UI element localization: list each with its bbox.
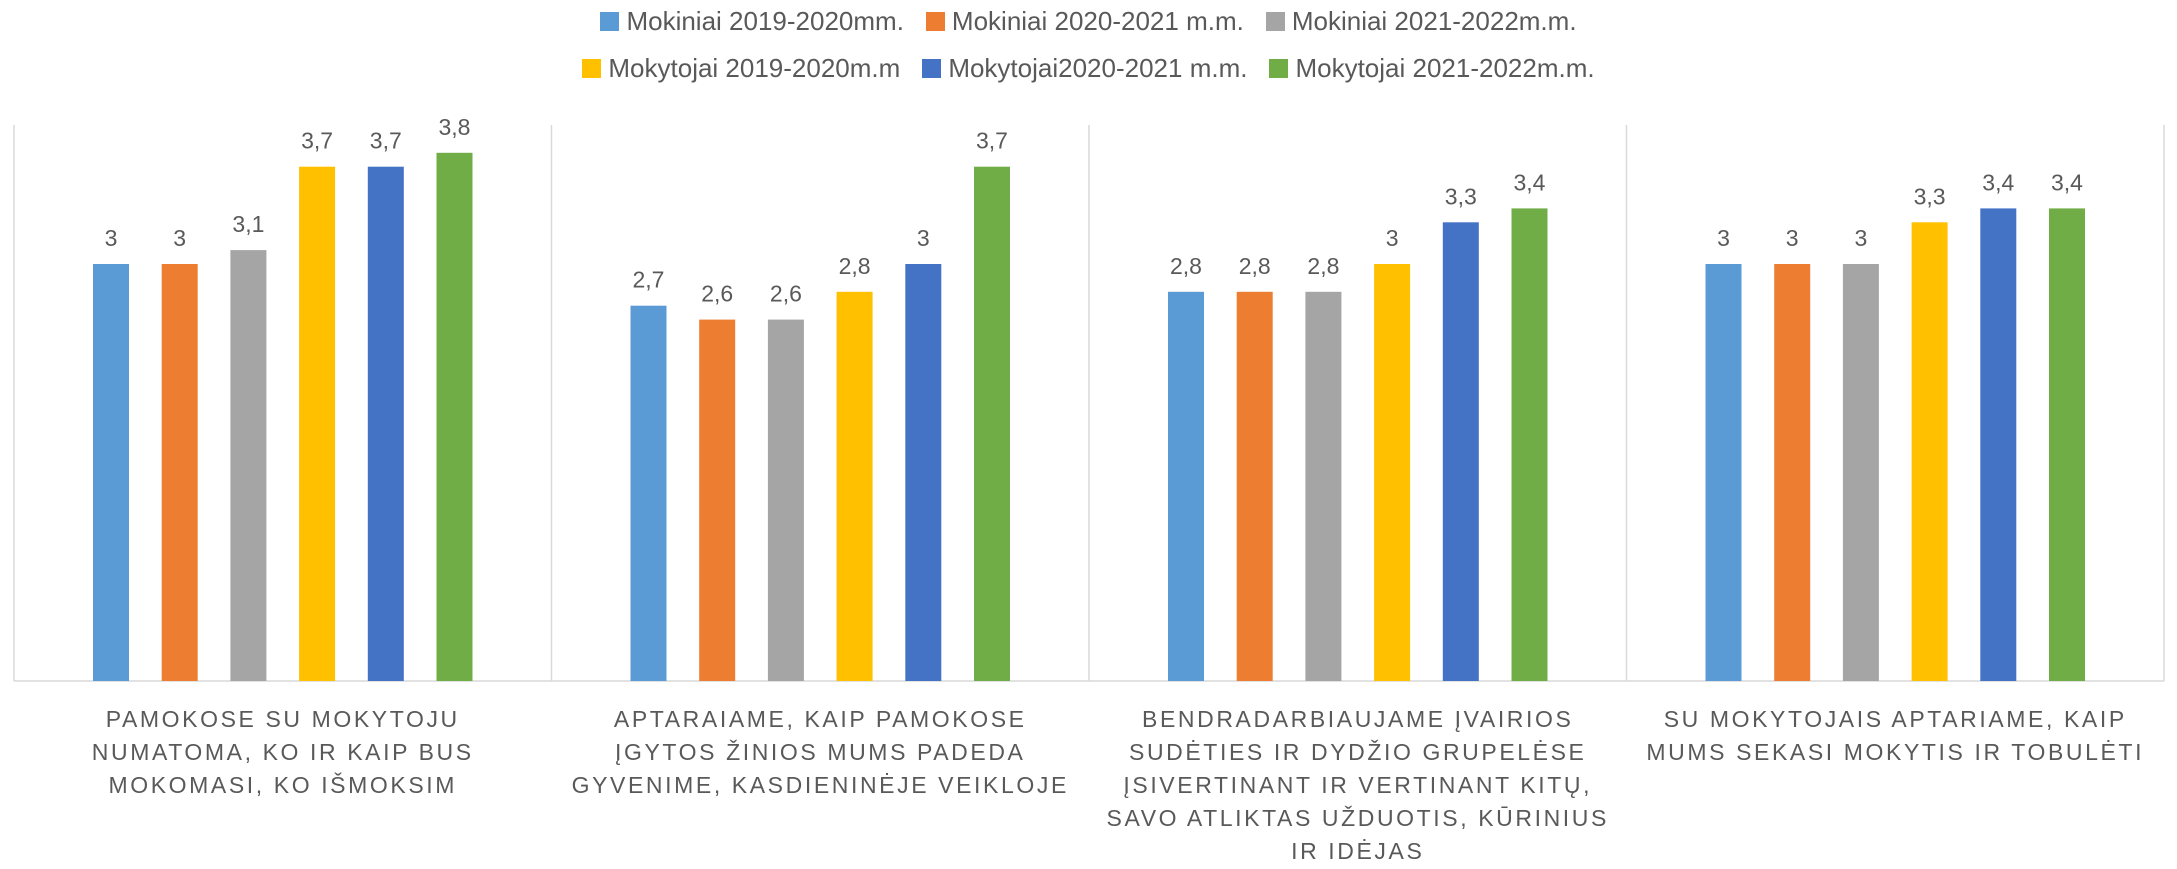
legend: Mokytojai 2019-2020m.m Mokytojai2020-2021… [0, 53, 2177, 84]
bar [161, 264, 198, 681]
bar [974, 166, 1010, 681]
data-label: 3 [1717, 225, 1730, 251]
data-label: 2,8 [1307, 253, 1339, 279]
data-label: 3 [1786, 225, 1799, 251]
data-label: 3 [173, 225, 186, 251]
legend-swatch [1269, 59, 1289, 78]
data-label: 2,6 [701, 281, 733, 307]
data-label: 3,3 [1445, 183, 1477, 209]
bar [1511, 208, 1548, 681]
bar [767, 319, 804, 681]
legend-label: Mokiniai 2020-2021 m.m. [951, 6, 1244, 36]
bar [93, 264, 129, 681]
bar [1168, 291, 1204, 681]
legend-item: Mokytojai 2021-2022m.m. [1269, 53, 1595, 84]
bar [1774, 264, 1811, 681]
bar [1305, 291, 1342, 681]
bar [299, 166, 336, 681]
bar [1442, 222, 1479, 682]
bar [836, 291, 873, 681]
data-label: 3,4 [1982, 169, 2014, 195]
data-label: 3,4 [2051, 169, 2083, 195]
data-label: 2,8 [839, 253, 871, 279]
data-label: 3,7 [301, 128, 333, 154]
data-label: 3 [917, 225, 930, 251]
legend-item: Mokytojai2020-2021 m.m. [922, 53, 1247, 84]
legend-swatch [922, 59, 942, 78]
bar [699, 319, 736, 681]
legend-label: Mokytojai 2021-2022m.m. [1295, 53, 1595, 83]
x-tick-label: PAMOKOSE SU MOKYTOJU NUMATOMA, KO IR KAI… [91, 706, 474, 798]
legend-swatch [925, 12, 945, 31]
bar [1980, 208, 2017, 681]
data-label: 3,1 [232, 211, 264, 237]
bar [367, 166, 404, 681]
bar [1374, 264, 1411, 681]
data-label: 2,8 [1239, 253, 1271, 279]
legend-swatch [582, 59, 602, 78]
legend: Mokiniai 2019-2020mm. Mokiniai 2020-2021 … [0, 6, 2177, 37]
legend-label: Mokiniai 2019-2020mm. [626, 6, 904, 36]
bar [436, 152, 473, 682]
legend-item: Mokiniai 2019-2020mm. [600, 6, 904, 37]
bar [1705, 264, 1742, 681]
legend-item: Mokiniai 2020-2021 m.m. [925, 6, 1244, 37]
bar [1842, 264, 1879, 681]
data-label: 3 [1855, 225, 1868, 251]
legend-label: Mokytojai2020-2021 m.m. [948, 53, 1248, 83]
bar [1236, 291, 1273, 681]
data-label: 2,6 [770, 281, 802, 307]
legend-swatch [600, 12, 620, 31]
legend-label: Mokiniai 2021-2022m.m. [1291, 6, 1577, 36]
x-tick-label: APTARAIAME, KAIP PAMOKOSE ĮGYTOS ŽINIOS … [571, 706, 1069, 798]
legend-item: Mokiniai 2021-2022m.m. [1265, 6, 1577, 37]
bar [905, 264, 942, 681]
bar [1911, 222, 1948, 682]
data-label: 3,4 [1514, 169, 1546, 195]
data-label: 3 [1386, 225, 1399, 251]
data-label: 3,7 [370, 128, 402, 154]
data-label: 2,8 [1170, 253, 1202, 279]
legend-swatch [1265, 12, 1285, 31]
legend-label: Mokytojai 2019-2020m.m [608, 53, 901, 83]
data-label: 3,7 [976, 128, 1008, 154]
bar [230, 250, 267, 681]
legend-item: Mokytojai 2019-2020m.m [582, 53, 900, 84]
x-tick-label: SU MOKYTOJAIS APTARIAME, KAIP MUMS SEKAS… [1646, 706, 2145, 765]
x-tick-label: BENDRADARBIAUJAME ĮVAIRIOS SUDĖTIES IR D… [1106, 706, 1609, 864]
data-label: 3 [105, 225, 118, 251]
data-label: 2,7 [633, 267, 665, 293]
bar [630, 305, 667, 681]
bar [2049, 208, 2085, 681]
data-label: 3,3 [1914, 183, 1946, 209]
data-label: 3,8 [439, 114, 471, 140]
